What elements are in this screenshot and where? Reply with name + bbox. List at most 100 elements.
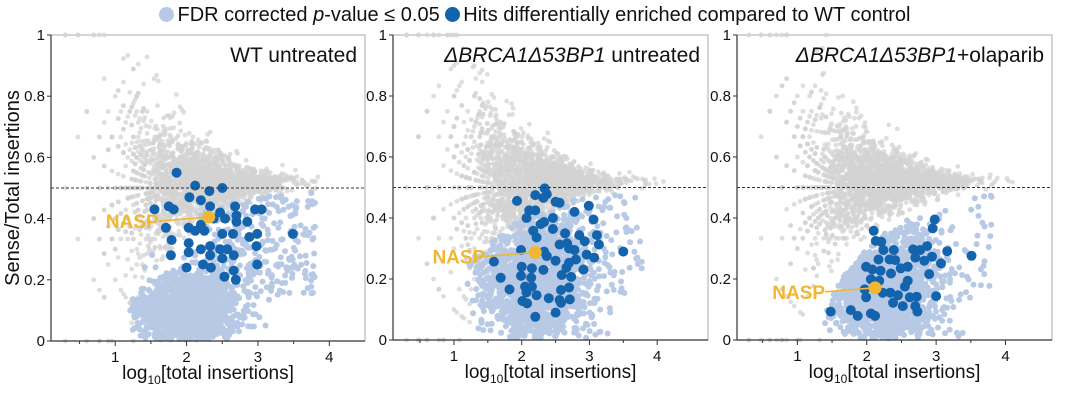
point-not-significant — [109, 236, 115, 242]
point-not-significant — [121, 150, 126, 156]
point-fdr-significant — [245, 323, 252, 330]
point-fdr-significant — [290, 244, 297, 251]
point-fdr-significant — [204, 296, 211, 303]
point-fdr-significant — [230, 313, 237, 320]
point-hit — [219, 271, 230, 282]
point-not-significant — [143, 202, 149, 208]
point-hit — [217, 228, 228, 239]
point-not-significant — [147, 180, 153, 186]
point-fdr-significant — [285, 203, 292, 210]
point-not-significant — [207, 151, 213, 157]
point-not-significant — [112, 246, 118, 252]
point-hit — [190, 225, 201, 236]
point-not-significant — [198, 206, 204, 212]
point-hit — [251, 241, 262, 252]
point-fdr-significant — [198, 280, 205, 287]
point-not-significant — [131, 236, 136, 242]
point-hit — [230, 201, 241, 212]
point-not-significant — [470, 145, 476, 150]
point-fdr-significant — [275, 263, 282, 270]
point-fdr-significant — [240, 315, 247, 322]
point-not-significant — [147, 141, 153, 147]
point-not-significant — [91, 155, 97, 160]
point-not-significant — [121, 291, 126, 297]
point-hit — [256, 204, 267, 215]
point-not-significant — [224, 155, 230, 160]
point-not-significant — [161, 192, 167, 197]
point-not-significant — [118, 134, 124, 140]
point-not-significant — [251, 169, 257, 175]
point-not-significant — [173, 136, 179, 141]
point-fdr-significant — [222, 283, 228, 289]
point-fdr-significant — [282, 248, 288, 255]
point-fdr-significant — [263, 258, 270, 265]
point-fdr-significant — [259, 195, 266, 202]
point-not-significant — [134, 170, 140, 176]
point-fdr-significant — [286, 289, 293, 296]
point-not-significant — [134, 200, 140, 206]
point-not-significant — [189, 139, 195, 145]
point-not-significant — [109, 168, 115, 174]
point-not-significant — [167, 132, 173, 138]
point-not-significant — [129, 266, 135, 272]
point-not-significant — [235, 151, 240, 157]
point-hit — [252, 228, 263, 239]
point-fdr-significant — [297, 253, 303, 260]
point-not-significant — [163, 126, 169, 132]
legend-item-fdr: FDR corrected p-value ≤ 0.05 — [159, 4, 445, 26]
point-hit — [183, 238, 194, 249]
point-hit — [217, 253, 228, 264]
point-fdr-significant — [309, 289, 316, 296]
point-not-significant — [129, 140, 135, 146]
point-not-significant — [140, 147, 145, 153]
point-not-significant — [75, 32, 81, 38]
point-not-significant — [118, 236, 124, 242]
point-not-significant — [170, 152, 176, 157]
point-hit — [205, 241, 216, 252]
point-fdr-significant — [143, 311, 149, 318]
point-not-significant — [461, 141, 467, 147]
point-not-significant — [135, 61, 141, 67]
point-not-significant — [152, 245, 158, 250]
point-not-significant — [148, 118, 154, 124]
point-not-significant — [143, 191, 149, 197]
point-not-significant — [231, 163, 237, 168]
point-not-significant — [185, 157, 190, 163]
point-fdr-significant — [141, 264, 148, 271]
point-not-significant — [167, 143, 173, 149]
x-axis-label-rest: [total insertions] — [161, 363, 294, 384]
point-not-significant — [237, 184, 243, 190]
point-not-significant — [112, 277, 118, 283]
point-not-significant — [125, 236, 131, 242]
point-highlight — [202, 210, 216, 224]
legend-label-fdr-pre: FDR corrected — [177, 4, 314, 26]
point-not-significant — [91, 32, 97, 38]
point-not-significant — [129, 158, 135, 164]
point-not-significant — [140, 198, 145, 204]
point-not-significant — [188, 150, 194, 156]
point-hit — [184, 192, 195, 203]
point-fdr-significant — [301, 231, 308, 238]
point-not-significant — [134, 93, 140, 99]
point-not-significant — [152, 236, 158, 242]
point-not-significant — [176, 228, 182, 234]
point-fdr-significant — [262, 247, 269, 254]
point-not-significant — [105, 262, 111, 267]
x-axis-label: log10[total insertions] — [122, 363, 294, 387]
point-fdr-significant — [188, 297, 194, 304]
point-fdr-significant — [163, 279, 170, 286]
point-not-significant — [222, 195, 228, 201]
point-not-significant — [154, 258, 160, 263]
point-not-significant — [238, 194, 244, 200]
point-fdr-significant — [163, 299, 170, 306]
point-not-significant — [291, 177, 296, 183]
point-hit — [287, 228, 298, 239]
point-not-significant — [115, 116, 121, 121]
point-not-significant — [177, 177, 183, 183]
point-not-significant — [176, 191, 181, 197]
point-fdr-significant — [250, 302, 257, 309]
point-fdr-significant — [157, 274, 164, 281]
point-fdr-significant — [168, 308, 175, 315]
point-not-significant — [144, 109, 150, 114]
